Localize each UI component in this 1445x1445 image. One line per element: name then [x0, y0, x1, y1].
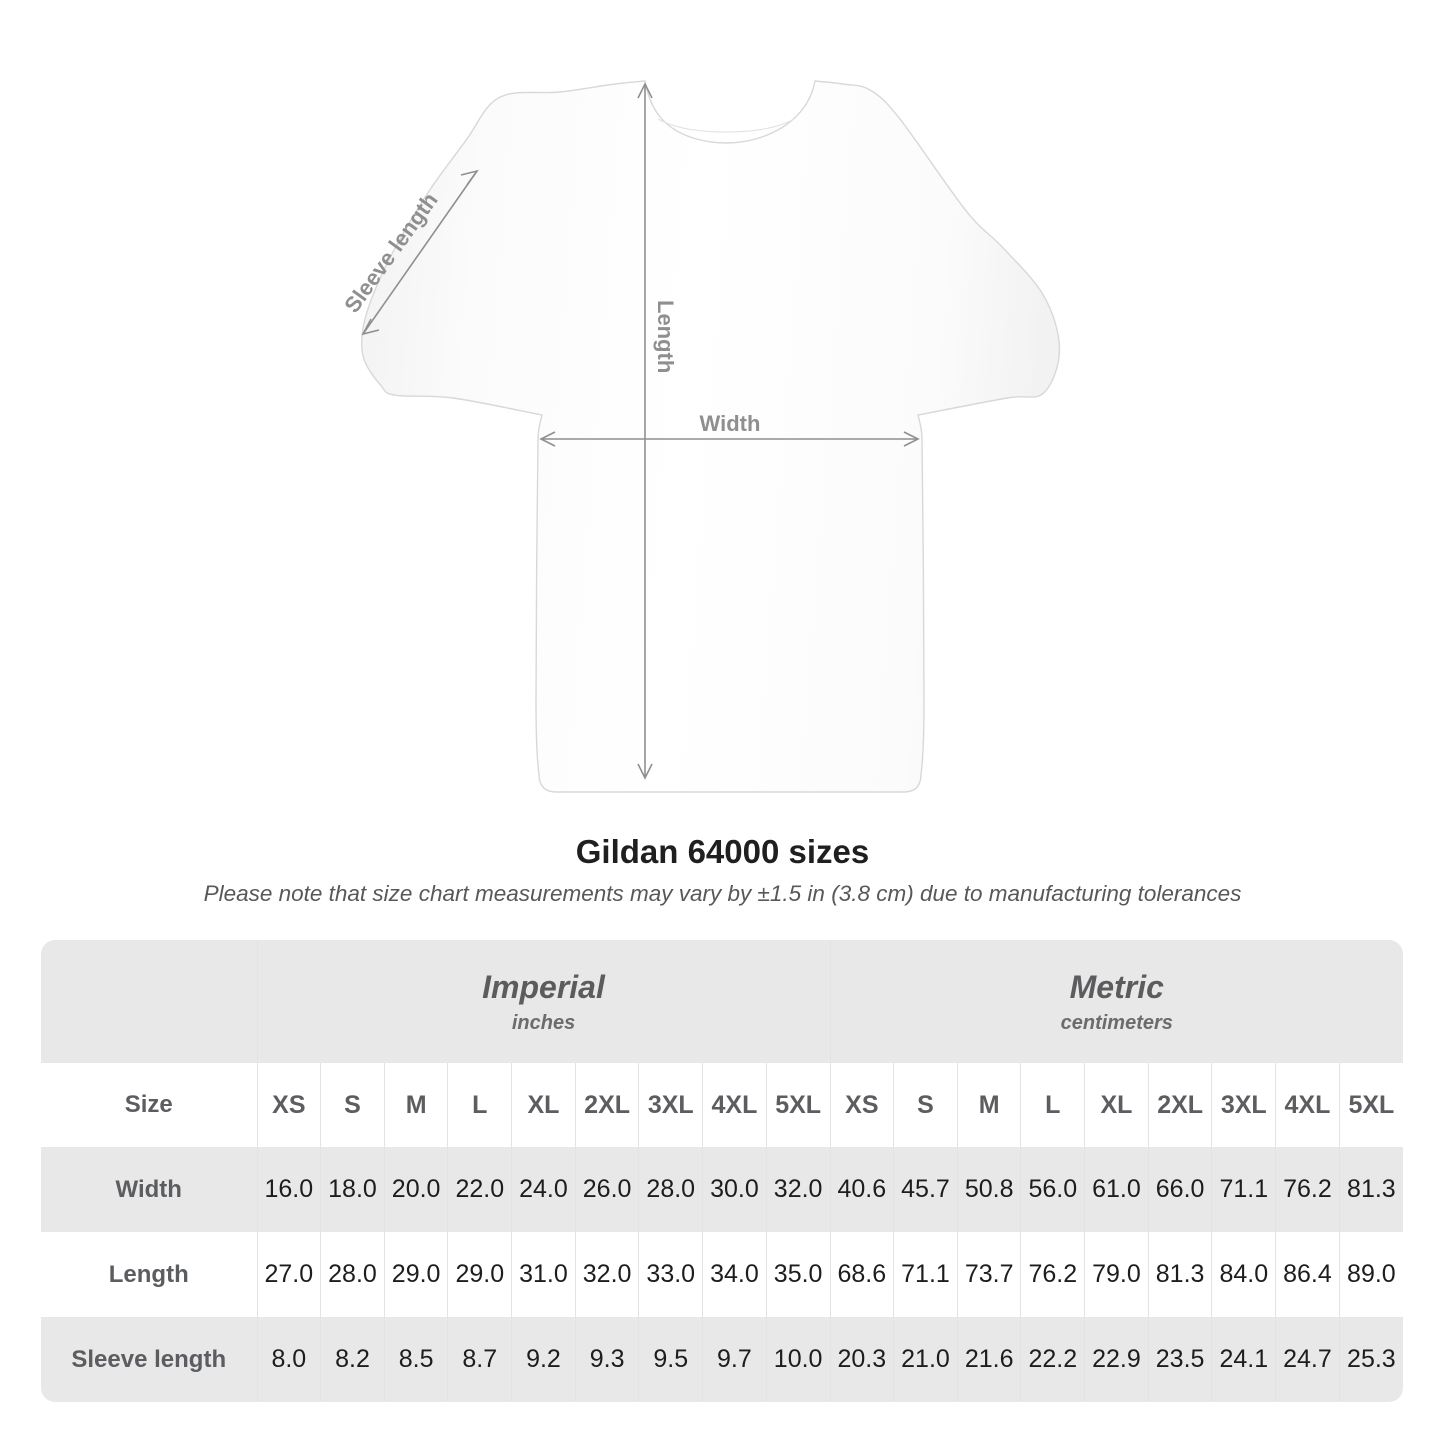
svg-text:Length: Length: [653, 300, 678, 373]
svg-text:Width: Width: [700, 411, 761, 436]
